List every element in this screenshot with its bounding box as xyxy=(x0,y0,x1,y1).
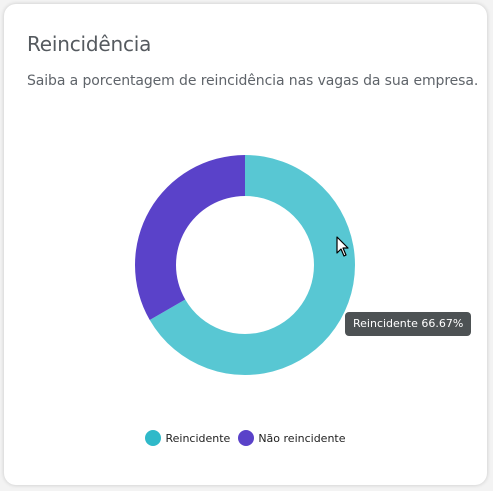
legend-item-reincidente[interactable]: Reincidente xyxy=(145,430,230,446)
chart-legend: Reincidente Não reincidente xyxy=(4,430,487,446)
reincidence-card: Reincidência Saiba a porcentagem de rein… xyxy=(4,4,487,485)
legend-label-nao-reincidente: Não reincidente xyxy=(258,431,346,445)
donut-slice-n-o-reincidente[interactable] xyxy=(135,155,245,320)
card-title: Reincidência xyxy=(27,32,152,56)
legend-label-reincidente: Reincidente xyxy=(165,431,231,445)
legend-swatch-nao-reincidente xyxy=(238,430,255,446)
donut-slice-reincidente[interactable] xyxy=(149,155,355,375)
card-subtitle: Saiba a porcentagem de reincidência nas … xyxy=(27,73,479,89)
legend-item-nao-reincidente[interactable]: Não reincidente xyxy=(238,430,346,446)
mouse-pointer-icon xyxy=(336,236,349,257)
chart-tooltip: Reincidente 66.67% xyxy=(345,312,472,336)
donut-chart xyxy=(135,155,355,375)
legend-swatch-reincidente xyxy=(145,430,162,446)
